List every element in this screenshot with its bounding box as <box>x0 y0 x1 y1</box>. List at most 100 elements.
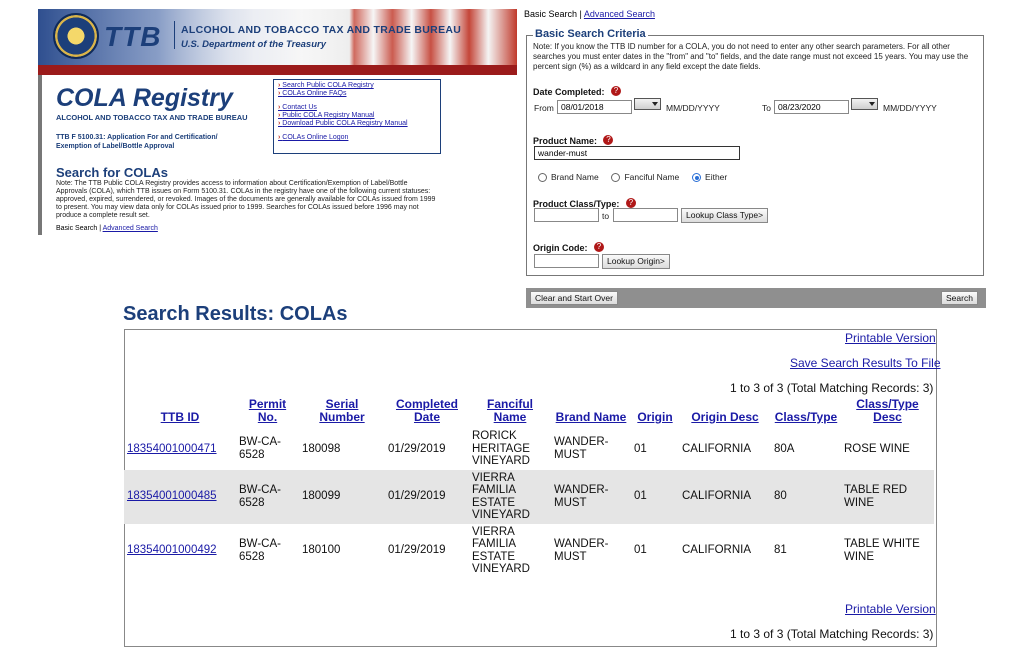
col-origin-desc[interactable]: Origin Desc <box>691 410 759 424</box>
origin-cell: 01 <box>631 469 679 524</box>
calendar-dropdown-icon[interactable] <box>634 98 661 110</box>
col-origin[interactable]: Origin <box>637 410 673 424</box>
radio-fanciful-name[interactable] <box>611 173 621 183</box>
class-to-label: to <box>602 211 610 221</box>
product-class-label: Product Class/Type: <box>533 199 620 209</box>
class-type-desc-cell: TABLE RED WINE <box>841 469 934 524</box>
ttb-id-link[interactable]: 18354001000471 <box>127 442 217 455</box>
radio-brand-name-label: Brand Name <box>551 172 599 182</box>
clear-and-start-over-button[interactable]: Clear and Start Over <box>530 291 618 305</box>
to-label: To <box>762 103 771 113</box>
col-class-type-desc[interactable]: Class/Type Desc <box>856 397 919 424</box>
advanced-search-link[interactable]: Advanced Search <box>102 225 158 232</box>
serial-cell: 180099 <box>299 469 385 524</box>
link-download-registry-manual[interactable]: Download Public COLA Registry Manual <box>278 120 436 128</box>
table-row: 18354001000492 BW-CA-6528 180100 01/29/2… <box>124 524 934 578</box>
permit-cell: BW-CA-6528 <box>236 469 299 524</box>
table-row: 18354001000471 BW-CA-6528 180098 01/29/2… <box>124 428 934 470</box>
col-completed-date[interactable]: Completed Date <box>395 397 458 424</box>
brand-name-cell: WANDER-MUST <box>554 436 609 461</box>
calendar-dropdown-icon[interactable] <box>851 98 878 110</box>
date-to-input[interactable] <box>774 100 849 114</box>
basic-search-criteria-fieldset <box>526 35 984 276</box>
treasury-seal-icon <box>53 13 99 59</box>
advanced-search-link[interactable]: Advanced Search <box>583 9 655 19</box>
help-icon[interactable]: ? <box>625 197 636 208</box>
printable-version-link-bottom[interactable]: Printable Version <box>845 602 936 616</box>
class-type-cell: 80 <box>771 469 841 524</box>
product-name-label: Product Name: <box>533 136 598 146</box>
completed-date-cell: 01/29/2019 <box>385 469 469 524</box>
results-count-top: 1 to 3 of 3 (Total Matching Records: 3) <box>730 381 934 395</box>
agency-department: U.S. Department of the Treasury <box>181 39 327 50</box>
origin-desc-cell: CALIFORNIA <box>682 442 752 455</box>
permit-cell: BW-CA-6528 <box>239 538 281 563</box>
product-name-label-group: Product Name: ? <box>533 131 614 149</box>
class-type-desc-cell: TABLE WHITE WINE <box>844 538 920 563</box>
link-registry-manual[interactable]: Public COLA Registry Manual <box>278 112 436 120</box>
radio-either-label: Either <box>705 172 728 182</box>
table-row: 18354001000485 BW-CA-6528 180099 01/29/2… <box>124 469 934 524</box>
search-button[interactable]: Search <box>941 291 978 305</box>
search-results-title: Search Results: COLAs <box>123 303 348 325</box>
col-serial-number[interactable]: Serial Number <box>319 397 365 424</box>
link-colas-online-logon[interactable]: COLAs Online Logon <box>278 134 436 142</box>
col-class-type[interactable]: Class/Type <box>774 410 838 424</box>
cola-registry-title: COLA Registry <box>56 84 233 112</box>
class-type-desc-cell: ROSE WINE <box>844 442 910 455</box>
banner-flag-background <box>38 9 517 65</box>
ttb-form-text: TTB F 5100.31: Application For and Certi… <box>56 134 218 150</box>
search-for-colas-heading: Search for COLAs <box>56 165 168 180</box>
link-colas-online-faqs[interactable]: COLAs Online FAQs <box>278 90 436 98</box>
header-banner: TTB ALCOHOL AND TOBACCO TAX AND TRADE BU… <box>38 9 517 65</box>
fanciful-name-cell: VIERRA FAMILIA ESTATE VINEYARD <box>469 469 551 524</box>
radio-brand-name[interactable] <box>538 173 547 183</box>
printable-version-link-top[interactable]: Printable Version <box>845 331 936 345</box>
basic-search-label: Basic Search <box>56 225 98 232</box>
top-search-nav: Basic Search | Advanced Search <box>524 9 655 19</box>
help-icon[interactable]: ? <box>610 85 621 96</box>
serial-cell: 180098 <box>302 442 341 455</box>
col-brand-name[interactable]: Brand Name <box>555 410 627 424</box>
nav-separator: | <box>579 9 582 19</box>
radio-fanciful-name-label: Fanciful Name <box>624 172 680 182</box>
results-header-row: TTB ID Permit No. Serial Number Complete… <box>124 398 934 428</box>
product-name-input[interactable] <box>534 146 740 160</box>
origin-desc-cell: CALIFORNIA <box>679 469 771 524</box>
date-completed-label: Date Completed: <box>533 87 605 97</box>
nav-separator: | <box>99 225 102 232</box>
basic-search-label: Basic Search <box>524 9 578 19</box>
basic-search-criteria-legend: Basic Search Criteria <box>533 28 648 40</box>
lookup-origin-button[interactable]: Lookup Origin> <box>602 254 670 269</box>
left-search-nav: Basic Search | Advanced Search <box>56 225 158 232</box>
origin-code-input[interactable] <box>534 254 599 268</box>
ttb-id-link[interactable]: 18354001000492 <box>127 544 217 557</box>
date-format-hint: MM/DD/YYYY <box>883 103 937 113</box>
origin-cell: 01 <box>634 544 647 557</box>
col-fanciful-name[interactable]: Fanciful Name <box>486 397 533 424</box>
date-from-input[interactable] <box>557 100 632 114</box>
class-type-cell: 80A <box>774 442 795 455</box>
class-to-input[interactable] <box>613 208 678 222</box>
ttb-id-link[interactable]: 18354001000485 <box>127 490 217 503</box>
col-permit-no[interactable]: Permit No. <box>248 397 287 424</box>
agency-name: ALCOHOL AND TOBACCO TAX AND TRADE BUREAU <box>181 24 462 36</box>
results-count-bottom: 1 to 3 of 3 (Total Matching Records: 3) <box>730 627 934 641</box>
banner-red-bar <box>38 65 517 75</box>
help-icon[interactable]: ? <box>593 241 604 252</box>
permit-cell: BW-CA-6528 <box>239 436 281 461</box>
brand-name-cell: WANDER-MUST <box>554 538 609 563</box>
help-icon[interactable]: ? <box>603 134 614 145</box>
completed-date-cell: 01/29/2019 <box>388 544 446 557</box>
save-search-results-link[interactable]: Save Search Results To File <box>790 356 941 370</box>
search-action-bar: Clear and Start Over Search <box>526 288 986 308</box>
fanciful-name-cell: VIERRA FAMILIA ESTATE VINEYARD <box>472 525 530 576</box>
class-from-input[interactable] <box>534 208 599 222</box>
link-search-public-registry[interactable]: Search Public COLA Registry <box>278 82 436 90</box>
serial-cell: 180100 <box>302 544 341 557</box>
lookup-class-type-button[interactable]: Lookup Class Type> <box>681 208 769 223</box>
date-completed-label-group: Date Completed: ? <box>533 82 621 100</box>
radio-either[interactable] <box>692 173 702 183</box>
link-contact-us[interactable]: Contact Us <box>278 104 436 112</box>
col-ttb-id[interactable]: TTB ID <box>160 410 200 424</box>
